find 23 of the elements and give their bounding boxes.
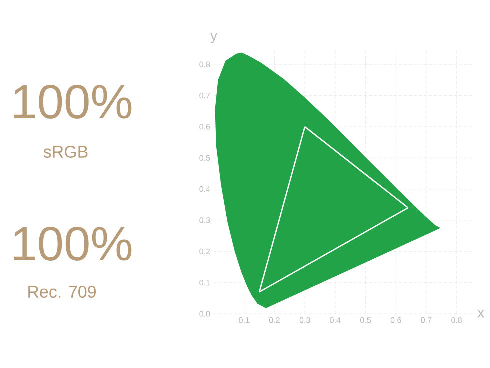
x-tick-label: 0.8 — [452, 318, 462, 324]
x-tick-label: 0.6 — [390, 318, 402, 324]
y-tick-label: 0.2 — [200, 248, 210, 254]
y-tick-label: 0.3 — [200, 218, 210, 224]
x-axis-title: x — [478, 310, 484, 318]
x-tick-label: 0.3 — [300, 318, 310, 324]
x-tick-label: 0.5 — [360, 318, 371, 324]
y-tick-label: 0.6 — [200, 124, 210, 130]
text: Rec. 709 — [28, 286, 96, 298]
y-axis-title: y — [210, 33, 218, 44]
y-tick-label: 0.7 — [200, 92, 210, 99]
y-tick-label: 0.0 — [200, 311, 210, 317]
text: 100% — [14, 85, 132, 119]
y-tick-label: 0.8 — [200, 62, 210, 68]
y-tick-label: 0.1 — [200, 280, 210, 286]
y-tick-label: 0.4 — [200, 186, 210, 192]
x-tick-label: 0.4 — [330, 318, 341, 324]
x-tick-label: 0.2 — [269, 318, 280, 324]
x-tick-label: 0.7 — [421, 318, 432, 324]
text: sRGB — [44, 146, 88, 158]
x-tick-label: 0.1 — [239, 318, 250, 324]
y-tick-label: 0.5 — [200, 155, 210, 161]
text: 100% — [14, 227, 132, 261]
